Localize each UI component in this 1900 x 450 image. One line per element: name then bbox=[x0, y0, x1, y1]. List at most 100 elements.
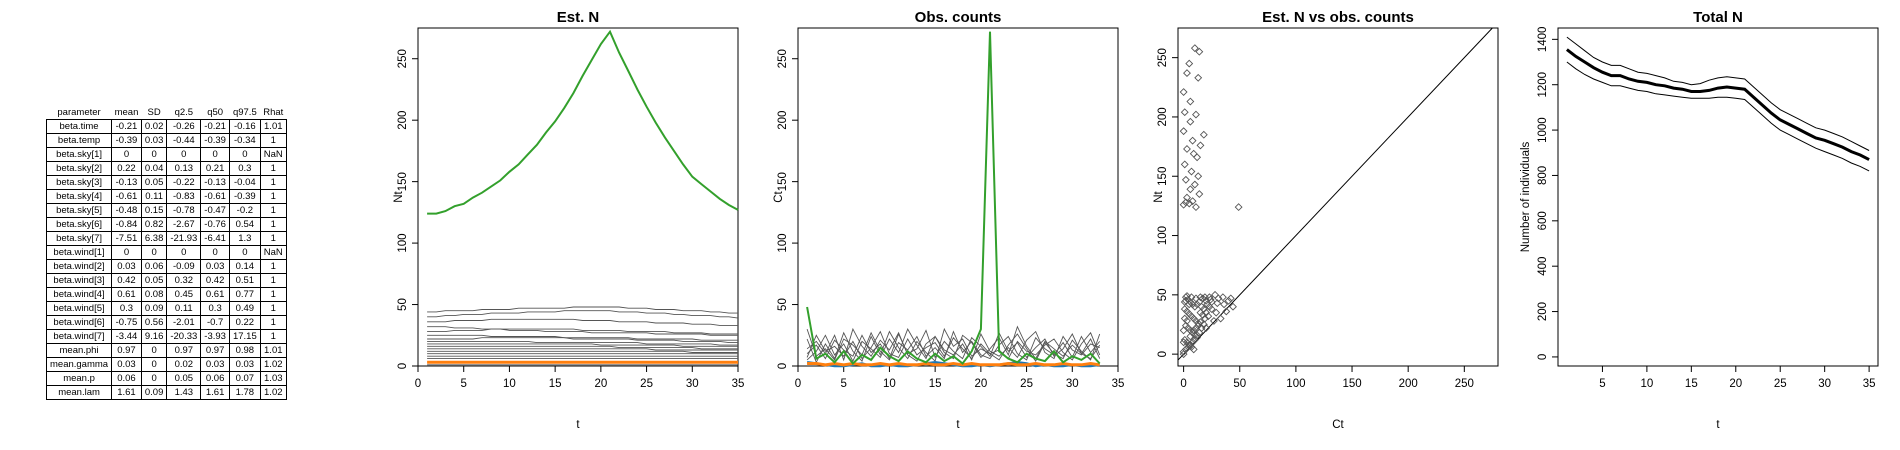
table-cell: beta.wind[4] bbox=[45, 287, 113, 302]
table-cell: 1.01 bbox=[259, 343, 287, 358]
table-cell: 0.3 bbox=[228, 161, 261, 176]
table-cell: 0.22 bbox=[228, 315, 261, 330]
table-cell: 1.43 bbox=[166, 385, 202, 400]
series-line-highlight bbox=[806, 31, 1101, 365]
table-cell: 0.11 bbox=[140, 189, 168, 204]
table-cell: 0.61 bbox=[200, 287, 230, 302]
table-header-cell: q97.5 bbox=[232, 107, 257, 118]
series-line bbox=[427, 306, 738, 314]
table-cell: 0 bbox=[140, 357, 168, 372]
table-cell: 0.09 bbox=[140, 301, 168, 316]
table-cell: NaN bbox=[259, 147, 287, 162]
table-cell: -0.47 bbox=[200, 203, 230, 218]
table-cell: -0.61 bbox=[111, 189, 142, 204]
chart-est-n: Est. N 0 5 10 15 20 25 30 35 0 50 100 150 200 250 t Nt bbox=[393, 9, 744, 431]
table-cell: 0 bbox=[140, 371, 168, 386]
scatter-point bbox=[1186, 332, 1195, 341]
table-cell: 1 bbox=[259, 301, 287, 316]
scatter-point bbox=[1185, 309, 1194, 318]
table-cell: 0.3 bbox=[200, 301, 230, 316]
table-cell: beta.wind[7] bbox=[45, 329, 113, 344]
table-cell: 9.16 bbox=[140, 329, 168, 344]
x-tick-label: 15 bbox=[929, 378, 942, 390]
scatter-point bbox=[1189, 314, 1198, 323]
table-cell: 1 bbox=[259, 189, 287, 204]
scatter-point bbox=[1179, 200, 1188, 209]
table-cell: 0.08 bbox=[140, 287, 168, 302]
x-tick-label: 20 bbox=[974, 378, 987, 390]
y-tick-label: 0 bbox=[777, 363, 789, 369]
x-tick-label: 0 bbox=[415, 378, 421, 390]
table-cell: beta.wind[1] bbox=[45, 245, 113, 260]
scatter-point bbox=[1180, 298, 1189, 306]
y-tick-label: 150 bbox=[1157, 167, 1169, 186]
table-header-cell: Rhat bbox=[263, 107, 284, 118]
table-cell: 1.78 bbox=[228, 385, 261, 400]
table-cell: -0.83 bbox=[166, 189, 202, 204]
table-cell: 0.45 bbox=[166, 287, 202, 302]
table-cell: 0.06 bbox=[140, 259, 168, 274]
table-cell: 0.42 bbox=[200, 273, 230, 288]
chart-est-vs-obs: Est. N vs obs. counts 0 50 100 150 200 250 0 50 1… bbox=[1153, 9, 1499, 431]
table-row: mean.p 0.06 0 0.05 0.06 0.07 1.03 bbox=[45, 371, 287, 386]
table-row: beta.time -0.21 0.02 -0.26 -0.21 -0.16 1.01 bbox=[45, 119, 287, 134]
table-header-row: parameter mean SD q2.5 q50 q97.5 Rhat bbox=[47, 107, 287, 120]
table-cell: 0 bbox=[200, 147, 230, 162]
table-cell: 0.03 bbox=[111, 259, 142, 274]
scatter-point bbox=[1226, 294, 1235, 303]
table-cell: 17.15 bbox=[228, 329, 261, 344]
table-cell: 0.77 bbox=[228, 287, 261, 302]
table-row: beta.wind[2] 0.03 0.06 -0.09 0.03 0.14 1 bbox=[45, 259, 287, 274]
scatter-point bbox=[1218, 293, 1227, 302]
scatter-point bbox=[1183, 292, 1191, 300]
table-cell: -0.2 bbox=[228, 203, 261, 218]
table-cell: 1 bbox=[259, 217, 287, 232]
y-tick-label: 250 bbox=[397, 49, 409, 68]
table-header-cell: mean bbox=[114, 107, 139, 118]
x-tick-label: 20 bbox=[594, 378, 607, 390]
table-cell: 0.97 bbox=[166, 343, 202, 358]
y-tick-label: 0 bbox=[1157, 351, 1169, 357]
table-row: beta.sky[6] -0.84 0.82 -2.67 -0.76 0.54 1 bbox=[45, 217, 287, 232]
table-cell: 0.09 bbox=[140, 385, 168, 400]
table-cell: 6.38 bbox=[140, 231, 168, 246]
series-line bbox=[806, 328, 1101, 361]
table-cell: 0.03 bbox=[200, 357, 230, 372]
table-cell: 0.54 bbox=[228, 217, 261, 232]
plot-frame bbox=[797, 27, 1119, 367]
table-cell: -21.93 bbox=[166, 231, 202, 246]
x-tick-label: 25 bbox=[1774, 378, 1787, 390]
x-tick-label: 10 bbox=[1640, 378, 1653, 390]
y-tick-label: 250 bbox=[1157, 48, 1169, 67]
scatter-point bbox=[1234, 203, 1243, 212]
y-tick-label: 200 bbox=[1537, 302, 1549, 321]
table-cell: beta.sky[1] bbox=[45, 147, 113, 162]
table-cell: -0.39 bbox=[200, 133, 230, 148]
scatter-point bbox=[1186, 185, 1195, 194]
scatter-point bbox=[1186, 97, 1195, 106]
table-cell: -0.13 bbox=[111, 175, 142, 190]
x-tick-label: 5 bbox=[841, 378, 847, 390]
scatter-point bbox=[1216, 314, 1225, 323]
series-line bbox=[806, 327, 1101, 364]
table-cell: mean.gamma bbox=[45, 357, 113, 372]
series-line bbox=[427, 343, 738, 347]
table-cell: 0 bbox=[166, 245, 202, 260]
series-line bbox=[427, 345, 738, 350]
table-cell: 1 bbox=[259, 315, 287, 330]
table-cell: mean.lam bbox=[45, 385, 113, 400]
table-cell: mean.p bbox=[45, 371, 113, 386]
table-cell: 0.42 bbox=[111, 273, 142, 288]
table-cell: 1 bbox=[259, 273, 287, 288]
scatter-point bbox=[1186, 117, 1195, 126]
y-tick-label: 150 bbox=[397, 172, 409, 191]
table-cell: 1.3 bbox=[228, 231, 261, 246]
series-line-highlight bbox=[427, 29, 739, 215]
table-row: beta.sky[1] 0 0 0 0 0 NaN bbox=[45, 147, 287, 162]
y-tick-label: 100 bbox=[1157, 226, 1169, 245]
scatter-point bbox=[1222, 307, 1231, 316]
x-tick-label: 0 bbox=[1180, 378, 1186, 390]
table-row: beta.wind[3] 0.42 0.05 0.32 0.42 0.51 1 bbox=[45, 273, 287, 288]
table-cell: 0 bbox=[140, 343, 168, 358]
series-line bbox=[427, 350, 738, 353]
